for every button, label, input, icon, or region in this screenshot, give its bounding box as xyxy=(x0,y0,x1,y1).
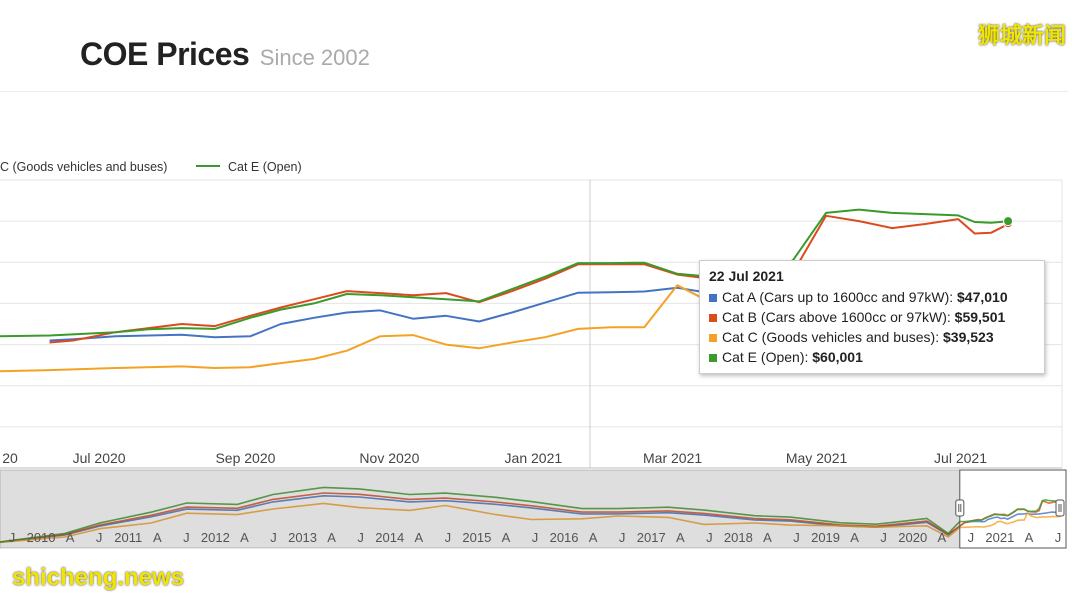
tooltip-row-cat-c: Cat C (Goods vehicles and buses): $39,52… xyxy=(709,327,1035,347)
hover-tooltip: 22 Jul 2021 Cat A (Cars up to 1600cc and… xyxy=(699,260,1045,374)
navigator-tick-label: J xyxy=(1055,530,1062,545)
tooltip-label: Cat C (Goods vehicles and buses): xyxy=(722,329,940,345)
watermark-top: 狮城新闻 xyxy=(977,24,1066,49)
navigator-series-line xyxy=(0,486,1061,543)
x-tick-label: Mar 2021 xyxy=(643,450,702,466)
navigator-tick-label: 2019 xyxy=(811,530,840,545)
navigator-tick-label: A xyxy=(240,530,249,545)
navigator-tick-label: 2010 xyxy=(27,530,56,545)
navigator-tick-label: A xyxy=(1025,530,1034,545)
navigator-tick-label: 2012 xyxy=(201,530,230,545)
tooltip-row-cat-a: Cat A (Cars up to 1600cc and 97kW): $47,… xyxy=(709,287,1035,307)
navigator-tick-label: A xyxy=(327,530,336,545)
navigator-tick-label: 2018 xyxy=(724,530,753,545)
chart-title: COE Prices Since 2002 xyxy=(80,36,370,73)
navigator-tick-label: A xyxy=(676,530,685,545)
navigator-tick-label: J xyxy=(880,530,887,545)
navigator-tick-label: J xyxy=(357,530,364,545)
navigator-left-handle[interactable] xyxy=(955,499,965,517)
navigator-series-line xyxy=(0,494,1061,543)
navigator-tick-label: A xyxy=(937,530,946,545)
tooltip-label: Cat A (Cars up to 1600cc and 97kW): xyxy=(722,289,954,305)
x-tick-label: Jul 2021 xyxy=(934,450,987,466)
header-divider xyxy=(0,91,1068,92)
series-line[interactable] xyxy=(0,208,1011,338)
navigator-tick-label: A xyxy=(850,530,859,545)
navigator-tick-label: J xyxy=(96,530,103,545)
navigator-tick-label: A xyxy=(153,530,162,545)
navigator-tick-label: 2011 xyxy=(114,530,142,545)
range-navigator[interactable]: J 2010 A J 2011 A J 2012 A J 2013 A J 2014 A J 2015 A J 201… xyxy=(0,469,1067,549)
navigator-tick-label: A xyxy=(414,530,423,545)
navigator-tick-label: J xyxy=(445,530,452,545)
legend-label-cat-e[interactable]: Cat E (Open) xyxy=(228,160,302,174)
navigator-tick-label: J xyxy=(619,530,626,545)
navigator-unselected-shade xyxy=(0,470,960,548)
tooltip-value: $39,523 xyxy=(943,329,994,345)
navigator-tick-label: A xyxy=(589,530,598,545)
series-end-point xyxy=(1003,216,1014,227)
tooltip-row-cat-e: Cat E (Open): $60,001 xyxy=(709,347,1035,367)
navigator-tick-label: J xyxy=(793,530,800,545)
x-tick-label: Jul 2020 xyxy=(73,450,126,466)
x-axis-tick-labels: 20 Jul 2020 Sep 2020 Nov 2020 Jan 2021 Mar 20… xyxy=(2,450,987,466)
navigator-tick-label: A xyxy=(66,530,75,545)
navigator-right-handle[interactable] xyxy=(1055,499,1065,517)
tooltip-date: 22 Jul 2021 xyxy=(709,268,784,284)
navigator-tick-label: J xyxy=(183,530,190,545)
tooltip-value: $47,010 xyxy=(957,289,1008,305)
navigator-tick-label: 2017 xyxy=(637,530,666,545)
series-line[interactable] xyxy=(49,214,1011,344)
legend-label-cat-c[interactable]: C (Goods vehicles and buses) xyxy=(0,160,167,174)
navigator-tick-label: 2015 xyxy=(462,530,491,545)
x-tick-label: Jan 2021 xyxy=(505,450,563,466)
x-tick-label: 20 xyxy=(2,450,18,466)
navigator-tick-label: J xyxy=(532,530,539,545)
watermark-bottom: shicheng.news xyxy=(12,564,185,591)
navigator-tick-label: J xyxy=(968,530,975,545)
navigator-tick-label: 2016 xyxy=(550,530,579,545)
tooltip-swatch xyxy=(709,314,717,322)
tooltip-swatch xyxy=(709,354,717,362)
navigator-tick-label: 2021 xyxy=(985,530,1014,545)
tooltip-value: $59,501 xyxy=(954,309,1006,325)
tooltip-value: $60,001 xyxy=(812,349,863,365)
tooltip-swatch xyxy=(709,334,717,342)
page-subtitle: Since 2002 xyxy=(259,45,370,70)
navigator-tick-label: 2014 xyxy=(375,530,404,545)
navigator-tick-label: A xyxy=(763,530,772,545)
x-tick-label: Nov 2020 xyxy=(359,450,419,466)
chart-legend: C (Goods vehicles and buses) Cat E (Open… xyxy=(0,160,302,174)
navigator-tick-label: 2013 xyxy=(288,530,317,545)
navigator-tick-label: J xyxy=(706,530,713,545)
navigator-tick-label: J xyxy=(270,530,277,545)
navigator-tick-label: A xyxy=(502,530,511,545)
navigator-tick-label: 2020 xyxy=(898,530,927,545)
page-title: COE Prices xyxy=(80,36,250,72)
tooltip-row-cat-b: Cat B (Cars above 1600cc or 97kW): $59,5… xyxy=(709,307,1035,327)
tooltip-label: Cat E (Open): xyxy=(722,349,809,365)
tooltip-label: Cat B (Cars above 1600cc or 97kW): xyxy=(722,309,951,325)
x-tick-label: May 2021 xyxy=(786,450,848,466)
tooltip-swatch xyxy=(709,294,717,302)
navigator-tick-label: J xyxy=(9,530,16,545)
x-tick-label: Sep 2020 xyxy=(215,450,275,466)
navigator-series-line xyxy=(0,502,1061,544)
